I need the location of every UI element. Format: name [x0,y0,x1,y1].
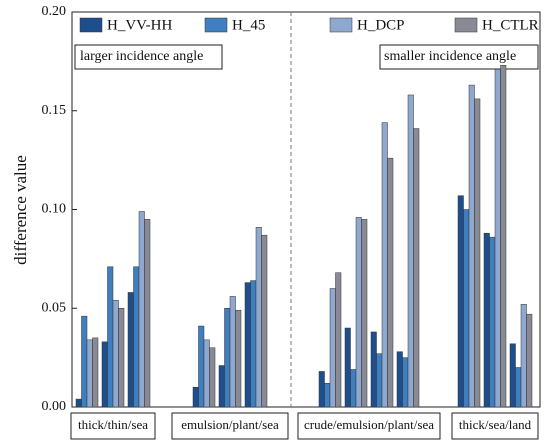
bar [138,211,145,408]
bar [112,300,119,408]
legend-swatch [79,17,103,33]
category-box [297,412,441,440]
bar [198,325,205,408]
bar [92,337,99,408]
bar [229,296,236,408]
bar [413,128,420,408]
bar [457,195,464,408]
bar [250,280,257,408]
bar [107,266,114,408]
x-tick-label: thick/thin/sea [78,417,148,432]
legend-label: H_45 [232,17,265,33]
x-tick-label: emulsion/plant/sea [181,417,279,432]
bar [192,387,199,408]
bar [75,398,82,408]
category-box [451,412,539,440]
bar [218,365,225,408]
bar [127,292,134,408]
bar [520,304,527,408]
category-box [171,412,289,440]
bar [396,351,403,408]
bar [261,234,268,408]
x-tick-label: thick/sea/land [459,417,532,432]
bar [101,341,108,408]
bar [335,272,342,408]
legend-label: H_VV-HH [107,17,172,33]
bar [407,94,414,408]
annotation: smaller incidence angle [384,49,516,64]
annotation-box [74,44,223,70]
bar [318,371,325,408]
bar [324,383,331,408]
bar [224,308,231,408]
bar [361,219,368,408]
bar [235,309,242,408]
bar [468,84,475,408]
bar [81,315,88,408]
bar [381,122,388,408]
bar [489,236,496,408]
bar [133,266,140,408]
bar [209,347,216,408]
bar [255,227,262,408]
bar [244,282,251,408]
bar [526,313,533,408]
legend-swatch [204,17,228,33]
legend-swatch [454,17,478,33]
y-tick-label: 0.05 [42,300,67,315]
annotation: larger incidence angle [80,49,203,64]
bar [144,219,151,408]
bar [402,357,409,408]
legend-label: H_DCP [357,17,405,33]
y-tick-label: 0.00 [42,399,67,414]
annotation-box [379,44,539,70]
legend-swatch [329,17,353,33]
x-tick-label: crude/emulsion/plant/sea [304,417,434,432]
bar [203,339,210,408]
y-tick-label: 0.20 [42,4,67,19]
bar [329,288,336,408]
bar [483,232,490,408]
bar [500,65,507,408]
y-tick-label: 0.15 [42,103,67,118]
bar [387,157,394,408]
y-tick-label: 0.10 [42,202,67,217]
bar [376,353,383,408]
bar [118,308,125,408]
bar [370,331,377,408]
y-axis-label: difference value [11,155,30,265]
bar [474,98,481,408]
bar [463,209,470,408]
bar [509,343,516,408]
bar [86,339,93,408]
legend-label: H_CTLR [482,17,539,33]
category-box [70,412,156,440]
bar [494,69,501,408]
bar [344,327,351,408]
bar [350,369,357,408]
bar [355,217,362,408]
bar [515,367,522,408]
